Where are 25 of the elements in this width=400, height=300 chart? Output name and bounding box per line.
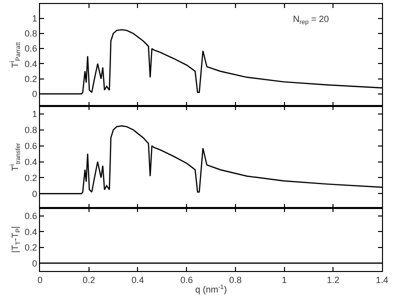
x-tick-label: 0.8 [229, 274, 242, 285]
y-tick-label: 0.4 [24, 226, 38, 237]
x-tick-label: 0.2 [82, 274, 96, 285]
y-tick-label: 0.6 [24, 140, 38, 151]
y-tick-label: 1 [32, 109, 38, 120]
y-tick-label: 0.6 [24, 211, 38, 222]
x-tick-label: 0.6 [180, 274, 193, 285]
annotation: N$_{rep}$ = 20 [293, 14, 329, 26]
y-tick-label: 0.4 [24, 58, 38, 69]
y-tick-label: 0.8 [24, 28, 38, 39]
y-tick-label: 0.2 [24, 172, 38, 183]
y-tick-label: 0.6 [24, 44, 38, 54]
x-axis-title: q (nm$^{-1}$) [195, 284, 227, 295]
y-tick-label: 0.4 [24, 156, 38, 167]
x-tick-label: 1 [282, 274, 287, 285]
y-tick-label: 0 [32, 89, 38, 100]
y-tick-label: 0.2 [24, 242, 38, 253]
y-tick-label: 0 [32, 188, 38, 199]
x-tick-label: 1.2 [326, 274, 340, 285]
y-tick-label: 0.8 [24, 125, 38, 136]
x-tick-label: 0.4 [131, 274, 144, 285]
y-tick-label: 1 [32, 14, 38, 24]
y-tick-label: 0 [32, 258, 38, 268]
x-tick-label: 1.4 [376, 274, 388, 285]
y-tick-label: 0.2 [24, 74, 38, 84]
